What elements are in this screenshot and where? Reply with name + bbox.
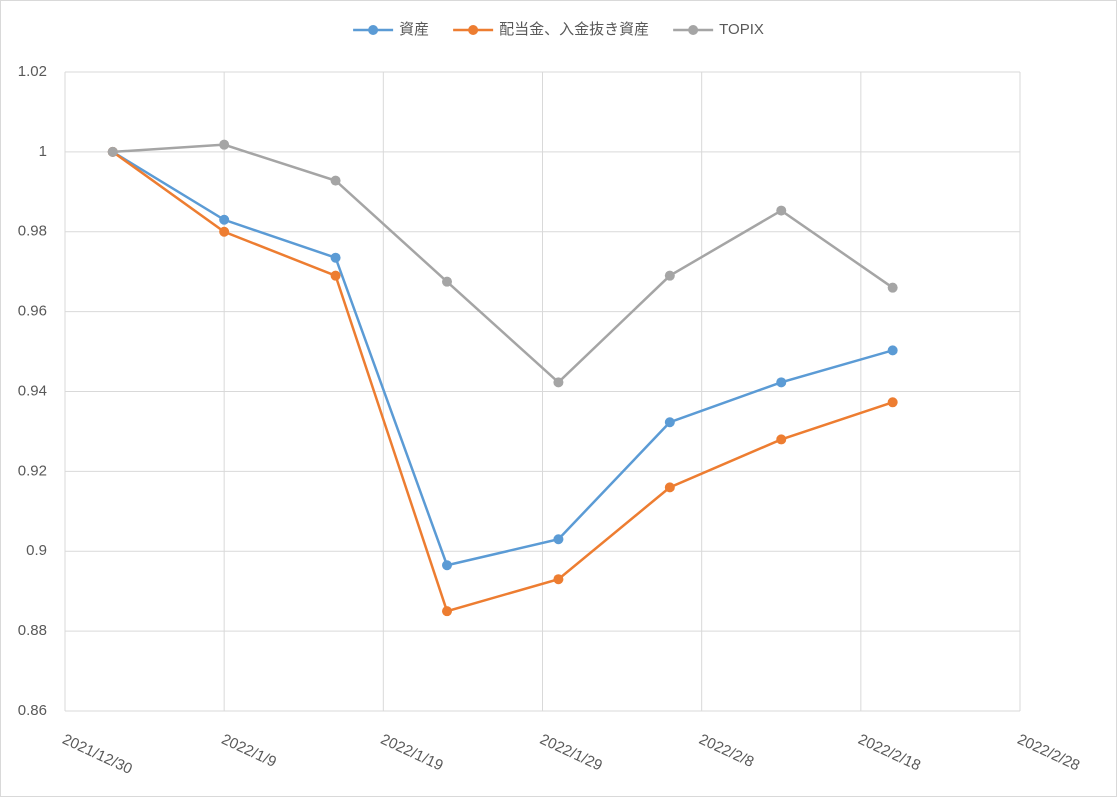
legend-item: 配当金、入金抜き資産 bbox=[453, 21, 649, 38]
marker bbox=[664, 417, 675, 428]
legend-marker bbox=[688, 25, 699, 35]
marker bbox=[553, 377, 564, 388]
marker bbox=[776, 377, 787, 388]
legend-label: TOPIX bbox=[719, 21, 764, 38]
marker bbox=[887, 282, 898, 293]
legend-marker bbox=[468, 25, 479, 35]
legend-item: TOPIX bbox=[673, 21, 764, 38]
series-line bbox=[112, 143, 894, 385]
marker bbox=[330, 270, 341, 281]
y-tick-label: 1 bbox=[39, 143, 47, 160]
marker bbox=[887, 397, 898, 408]
legend: 資産 配当金、入金抜き資産 TOPIX bbox=[353, 21, 764, 38]
marker bbox=[330, 175, 341, 186]
y-tick-label: 0.98 bbox=[18, 223, 47, 240]
y-tick-label: 0.88 bbox=[18, 622, 47, 639]
y-tick-label: 0.96 bbox=[18, 303, 47, 320]
y-tick-label: 0.86 bbox=[18, 702, 47, 719]
series-line bbox=[112, 150, 894, 567]
marker bbox=[553, 574, 564, 585]
marker bbox=[442, 276, 452, 287]
legend-marker bbox=[368, 25, 379, 35]
marker bbox=[776, 434, 787, 445]
marker bbox=[664, 482, 675, 493]
y-tick-label: 0.92 bbox=[18, 462, 47, 479]
y-tick-label: 0.9 bbox=[26, 542, 47, 559]
legend-item: 資産 bbox=[353, 21, 429, 38]
marker bbox=[887, 345, 898, 356]
series-line bbox=[112, 150, 894, 613]
marker bbox=[442, 606, 452, 617]
marker bbox=[664, 270, 675, 281]
marker bbox=[219, 226, 230, 237]
marker bbox=[107, 146, 118, 157]
y-tick-label: 1.02 bbox=[18, 63, 47, 80]
marker bbox=[330, 252, 341, 263]
marker bbox=[553, 534, 564, 545]
marker bbox=[219, 214, 230, 225]
marker bbox=[442, 560, 452, 571]
marker bbox=[776, 205, 787, 216]
legend-label: 配当金、入金抜き資産 bbox=[499, 21, 649, 38]
marker bbox=[219, 139, 230, 150]
y-tick-label: 0.94 bbox=[18, 382, 47, 399]
legend-label: 資産 bbox=[399, 21, 429, 38]
